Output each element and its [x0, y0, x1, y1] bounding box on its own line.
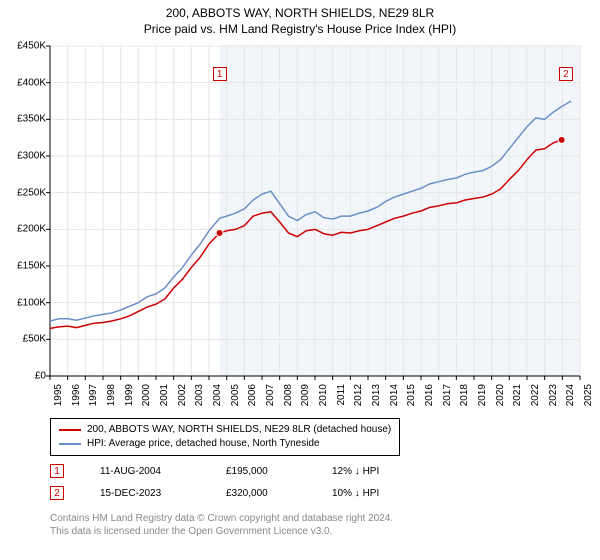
sale-date: 15-DEC-2023: [100, 488, 190, 499]
sales-row: 1 11-AUG-2004 £195,000 12% ↓ HPI: [50, 460, 379, 482]
x-axis-label: 2014: [389, 384, 400, 406]
x-axis-label: 2015: [406, 384, 417, 406]
x-axis-label: 2001: [159, 384, 170, 406]
x-axis-label: 1995: [53, 384, 64, 406]
x-axis-label: 2007: [265, 384, 276, 406]
legend-item: HPI: Average price, detached house, Nort…: [59, 437, 391, 451]
x-axis-label: 2005: [230, 384, 241, 406]
sale-delta: 12% ↓ HPI: [332, 466, 379, 477]
legend-item: 200, ABBOTS WAY, NORTH SHIELDS, NE29 8LR…: [59, 423, 391, 437]
x-axis-label: 2023: [548, 384, 559, 406]
x-axis-label: 2018: [459, 384, 470, 406]
x-axis-label: 2025: [583, 384, 594, 406]
x-axis-label: 2004: [212, 384, 223, 406]
legend-label: HPI: Average price, detached house, Nort…: [87, 437, 320, 451]
y-axis-label: £0: [0, 371, 46, 382]
x-axis-label: 2012: [353, 384, 364, 406]
y-axis-label: £50K: [0, 334, 46, 345]
y-axis-label: £350K: [0, 114, 46, 125]
plot-area: [50, 46, 580, 376]
y-axis-label: £100K: [0, 297, 46, 308]
x-axis-label: 2003: [194, 384, 205, 406]
y-axis-label: £400K: [0, 77, 46, 88]
sale-marker-label: 1: [50, 464, 64, 478]
x-axis-label: 1998: [106, 384, 117, 406]
x-axis-label: 2022: [530, 384, 541, 406]
x-axis-label: 2021: [512, 384, 523, 406]
sale-delta: 10% ↓ HPI: [332, 488, 379, 499]
sale-marker-label: 1: [213, 67, 227, 81]
chart-container: 200, ABBOTS WAY, NORTH SHIELDS, NE29 8LR…: [0, 0, 600, 560]
x-axis-label: 1999: [124, 384, 135, 406]
x-axis-label: 2013: [371, 384, 382, 406]
chart-subtitle: Price paid vs. HM Land Registry's House …: [0, 20, 600, 36]
x-axis-label: 2016: [424, 384, 435, 406]
y-axis-label: £200K: [0, 224, 46, 235]
x-axis-label: 2011: [336, 384, 347, 406]
x-axis-label: 2019: [477, 384, 488, 406]
y-axis-label: £250K: [0, 187, 46, 198]
legend-swatch: [59, 429, 81, 431]
x-axis-label: 1996: [71, 384, 82, 406]
sale-marker-label: 2: [50, 486, 64, 500]
x-axis-label: 2017: [442, 384, 453, 406]
y-axis-label: £450K: [0, 41, 46, 52]
legend-label: 200, ABBOTS WAY, NORTH SHIELDS, NE29 8LR…: [87, 423, 391, 437]
footnote-line: Contains HM Land Registry data © Crown c…: [50, 512, 393, 525]
x-axis-label: 2008: [283, 384, 294, 406]
sales-table: 1 11-AUG-2004 £195,000 12% ↓ HPI 2 15-DEC-202…: [50, 460, 379, 504]
sale-marker-label: 2: [559, 67, 573, 81]
footnote-line: This data is licensed under the Open Gov…: [50, 525, 393, 538]
legend: 200, ABBOTS WAY, NORTH SHIELDS, NE29 8LR…: [50, 418, 400, 456]
x-axis-label: 1997: [88, 384, 99, 406]
x-axis-label: 2000: [141, 384, 152, 406]
chart-title: 200, ABBOTS WAY, NORTH SHIELDS, NE29 8LR: [0, 0, 600, 20]
footnote: Contains HM Land Registry data © Crown c…: [50, 512, 393, 538]
x-axis-label: 2006: [247, 384, 258, 406]
x-axis-label: 2020: [495, 384, 506, 406]
sale-price: £195,000: [226, 466, 296, 477]
x-axis-label: 2002: [177, 384, 188, 406]
legend-swatch: [59, 443, 81, 445]
sale-price: £320,000: [226, 488, 296, 499]
x-axis-label: 2024: [565, 384, 576, 406]
sale-date: 11-AUG-2004: [100, 466, 190, 477]
y-axis-label: £300K: [0, 151, 46, 162]
y-axis-label: £150K: [0, 261, 46, 272]
x-axis-label: 2010: [318, 384, 329, 406]
sales-row: 2 15-DEC-2023 £320,000 10% ↓ HPI: [50, 482, 379, 504]
x-axis-label: 2009: [300, 384, 311, 406]
